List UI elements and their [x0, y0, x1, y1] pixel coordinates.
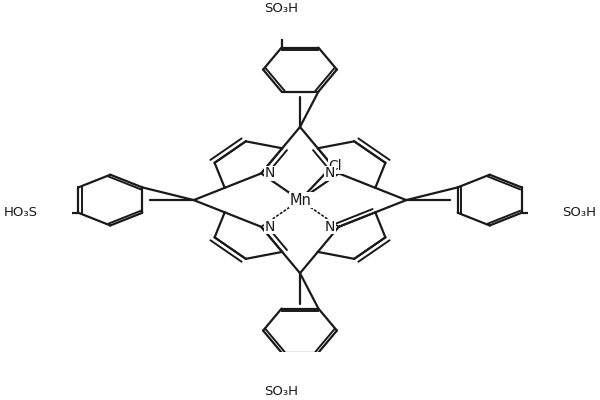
Text: N: N: [325, 220, 335, 234]
Text: SO₃H: SO₃H: [563, 206, 596, 219]
Text: N: N: [265, 220, 275, 234]
Text: SO₃H: SO₃H: [265, 385, 299, 398]
Text: N: N: [325, 166, 335, 180]
Text: N: N: [265, 166, 275, 180]
Text: Cl: Cl: [329, 159, 343, 173]
Text: HO₃S: HO₃S: [4, 206, 37, 219]
Text: SO₃H: SO₃H: [265, 2, 299, 15]
Text: Mn: Mn: [290, 192, 312, 208]
